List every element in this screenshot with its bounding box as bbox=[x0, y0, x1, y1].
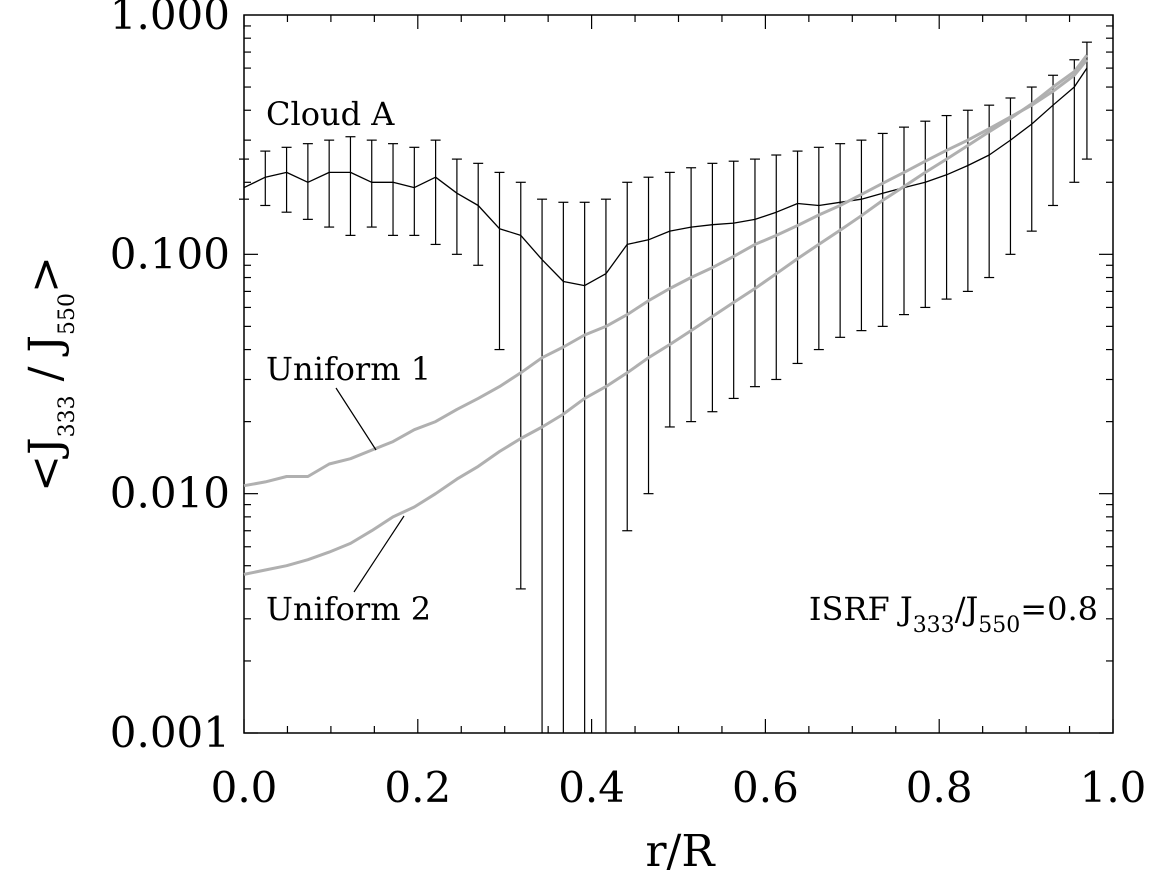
isrf-suffix: =0.8 bbox=[1020, 590, 1098, 628]
x-tick-label: 0.0 bbox=[211, 763, 278, 812]
series-uniform-2 bbox=[243, 54, 1089, 576]
y-axis-label: <J333 / J550> bbox=[20, 256, 80, 492]
x-tick-label: 0.2 bbox=[384, 763, 451, 812]
y-tick-label: 1.000 bbox=[110, 0, 230, 39]
series-cloud-a bbox=[239, 41, 1092, 733]
tick-labels: 0.0 0.2 0.4 0.6 0.8 1.0 0.001 0.010 0.100 1.000 bbox=[110, 0, 1147, 812]
isrf-sub2: 550 bbox=[978, 613, 1020, 638]
isrf-sub1: 333 bbox=[913, 613, 955, 638]
y-label-den-sub: 550 bbox=[55, 293, 80, 335]
axis-ticks bbox=[243, 15, 1114, 734]
x-axis-label: r/R bbox=[646, 826, 717, 875]
annotation-uniform-1: Uniform 1 bbox=[266, 350, 431, 388]
annotation-cloud-a: Cloud A bbox=[266, 95, 395, 133]
isrf-mid: /J bbox=[955, 590, 979, 628]
series-line bbox=[243, 58, 1089, 488]
y-label-sep: / J bbox=[20, 335, 71, 395]
series-uniform-1 bbox=[243, 58, 1089, 488]
x-tick-label: 0.4 bbox=[558, 763, 625, 812]
x-tick-label: 0.6 bbox=[732, 763, 799, 812]
y-tick-label: 0.001 bbox=[110, 708, 230, 757]
y-tick-label: 0.100 bbox=[110, 229, 230, 278]
y-label-suffix: > bbox=[20, 256, 71, 293]
y-tick-label: 0.010 bbox=[110, 469, 230, 518]
x-tick-label: 0.8 bbox=[906, 763, 973, 812]
leader-uniform-2 bbox=[353, 515, 405, 593]
series-layer bbox=[239, 41, 1092, 733]
annotation-isrf: ISRF J333/J550=0.8 bbox=[809, 590, 1098, 638]
y-label-num-sub: 333 bbox=[55, 395, 80, 437]
annotation-uniform-2: Uniform 2 bbox=[266, 590, 431, 628]
series-line bbox=[243, 54, 1089, 576]
isrf-prefix: ISRF J bbox=[809, 590, 913, 628]
x-tick-label: 1.0 bbox=[1080, 763, 1147, 812]
leader-uniform-1 bbox=[335, 387, 377, 451]
y-label-prefix: <J bbox=[20, 437, 71, 492]
